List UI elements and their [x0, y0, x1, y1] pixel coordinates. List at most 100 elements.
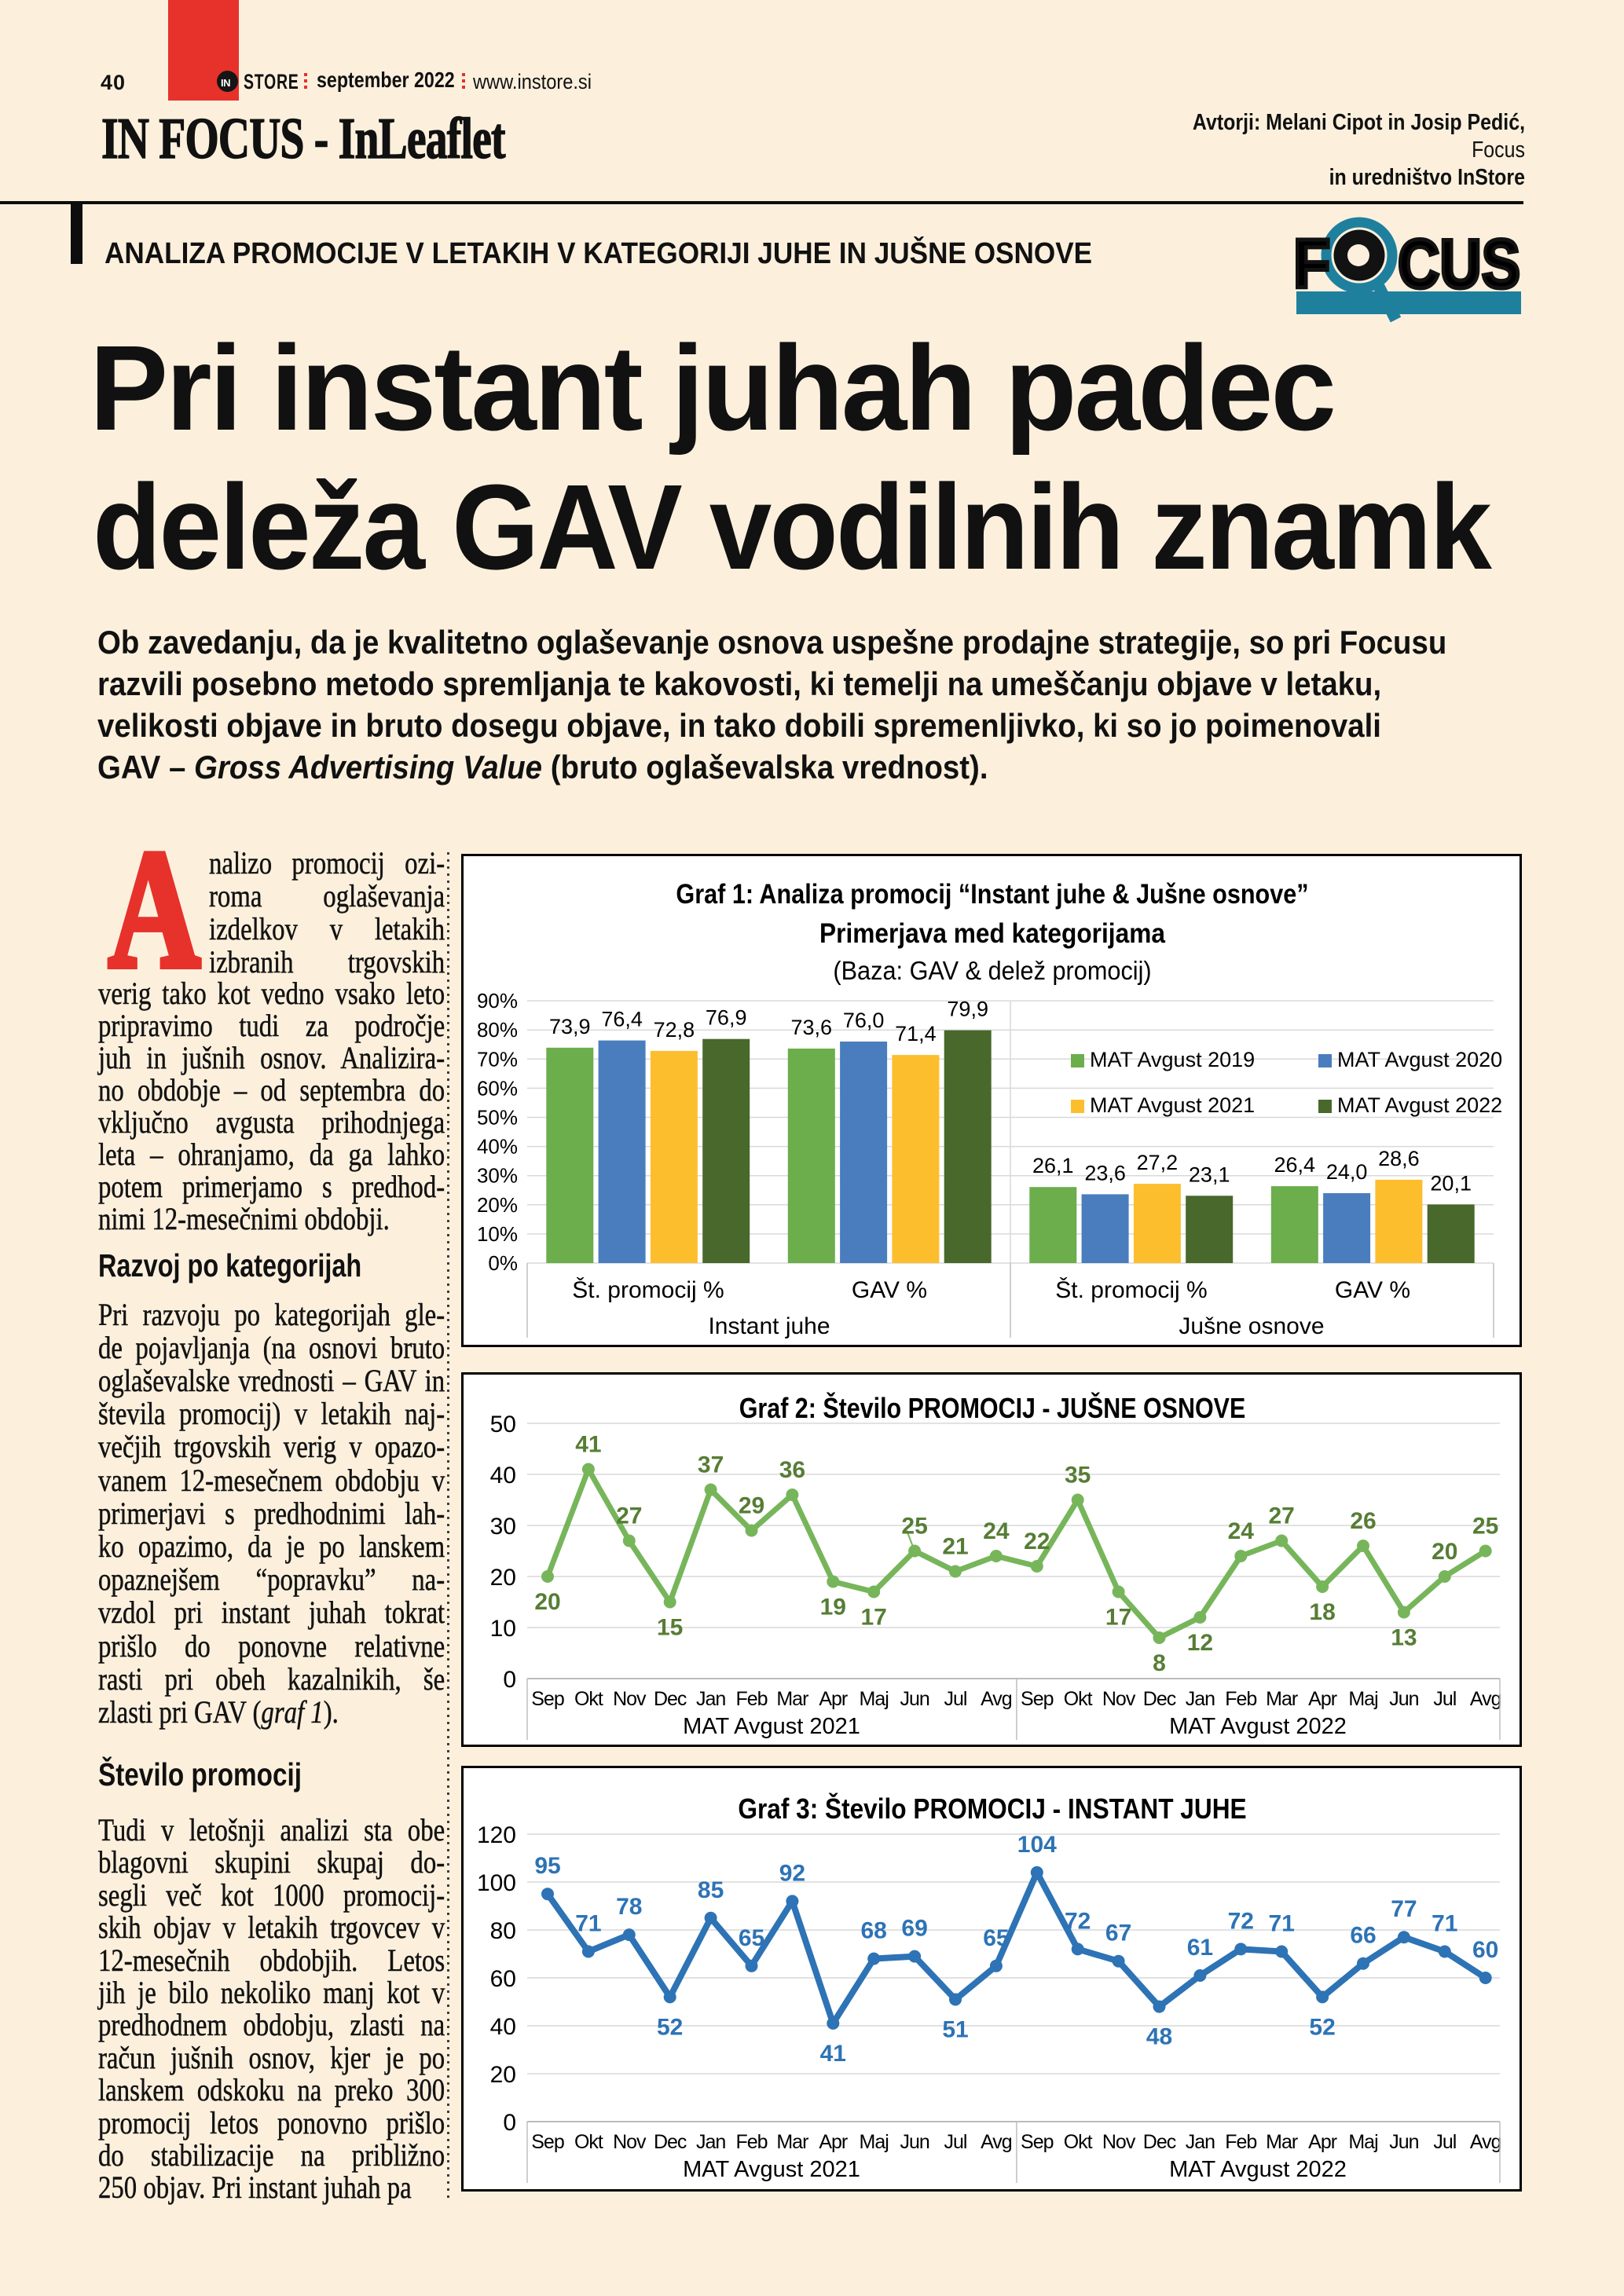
- svg-text:48: 48: [1146, 2024, 1172, 2050]
- svg-text:73,9: 73,9: [549, 1015, 591, 1038]
- svg-text:Jun: Jun: [1389, 1688, 1418, 1710]
- svg-text:70%: 70%: [477, 1047, 518, 1071]
- svg-text:40: 40: [490, 2014, 516, 2040]
- svg-text:Mar: Mar: [1266, 2131, 1298, 2153]
- svg-text:25: 25: [1472, 1514, 1498, 1540]
- svg-text:30: 30: [490, 1514, 516, 1540]
- svg-text:Jan: Jan: [1186, 1688, 1215, 1710]
- svg-text:27: 27: [616, 1503, 642, 1529]
- svg-text:Apr: Apr: [1308, 1688, 1337, 1710]
- svg-text:Avg: Avg: [981, 1688, 1012, 1710]
- svg-text:28,6: 28,6: [1378, 1147, 1420, 1170]
- svg-text:Jul: Jul: [1433, 1688, 1456, 1710]
- svg-text:MAT Avgust 2021: MAT Avgust 2021: [683, 2157, 860, 2182]
- svg-text:Jun: Jun: [900, 2131, 929, 2153]
- svg-text:10%: 10%: [477, 1222, 518, 1246]
- svg-text:GAV %: GAV %: [852, 1277, 927, 1303]
- svg-text:36: 36: [779, 1457, 805, 1483]
- svg-text:23,6: 23,6: [1084, 1161, 1126, 1185]
- svg-text:20: 20: [534, 1589, 560, 1615]
- svg-text:Maj: Maj: [860, 2131, 889, 2153]
- svg-text:13: 13: [1391, 1625, 1417, 1651]
- svg-text:50%: 50%: [477, 1106, 518, 1130]
- svg-text:65: 65: [739, 1925, 764, 1951]
- svg-text:Št. promocij %: Št. promocij %: [572, 1276, 724, 1303]
- svg-text:100: 100: [477, 1870, 516, 1896]
- svg-text:69: 69: [901, 1916, 927, 1942]
- svg-text:Okt: Okt: [574, 1688, 603, 1710]
- svg-text:50: 50: [490, 1412, 516, 1437]
- svg-text:Apr: Apr: [819, 1688, 848, 1710]
- svg-text:40%: 40%: [477, 1135, 518, 1159]
- svg-text:76,9: 76,9: [706, 1006, 747, 1030]
- svg-text:Jan: Jan: [696, 2131, 725, 2153]
- svg-text:0: 0: [503, 1667, 516, 1693]
- svg-text:60: 60: [490, 1966, 516, 1992]
- svg-text:17: 17: [861, 1605, 887, 1631]
- svg-text:MAT Avgust 2021: MAT Avgust 2021: [683, 1714, 860, 1739]
- svg-text:71: 71: [1269, 1911, 1295, 1937]
- svg-text:Feb: Feb: [735, 2131, 767, 2153]
- svg-text:Primerjava med kategorijama: Primerjava med kategorijama: [819, 919, 1165, 950]
- svg-text:Instant juhe: Instant juhe: [708, 1313, 830, 1339]
- svg-text:Maj: Maj: [1348, 1688, 1377, 1710]
- svg-text:104: 104: [1017, 1832, 1057, 1858]
- svg-text:27,2: 27,2: [1137, 1151, 1179, 1174]
- svg-text:Jušne osnove: Jušne osnove: [1179, 1313, 1324, 1339]
- svg-text:Jun: Jun: [900, 1688, 929, 1710]
- svg-text:26: 26: [1350, 1508, 1376, 1534]
- svg-text:Feb: Feb: [735, 1688, 767, 1710]
- svg-text:Nov: Nov: [1102, 1688, 1136, 1710]
- svg-text:24: 24: [983, 1518, 1010, 1544]
- svg-text:40: 40: [490, 1463, 516, 1489]
- svg-text:Dec: Dec: [1143, 1688, 1176, 1710]
- svg-text:76,0: 76,0: [843, 1009, 885, 1032]
- svg-text:Jul: Jul: [944, 1688, 967, 1710]
- svg-text:20: 20: [1432, 1539, 1457, 1565]
- svg-text:Jun: Jun: [1389, 2131, 1418, 2153]
- svg-text:41: 41: [820, 2041, 846, 2067]
- svg-text:Št. promocij %: Št. promocij %: [1055, 1276, 1207, 1303]
- svg-text:Sep: Sep: [1021, 2131, 1054, 2153]
- svg-text:Mar: Mar: [1266, 1688, 1298, 1710]
- svg-text:72,8: 72,8: [654, 1018, 695, 1042]
- svg-text:72: 72: [1228, 1908, 1254, 1934]
- svg-text:79,9: 79,9: [947, 998, 988, 1021]
- svg-text:Mar: Mar: [776, 2131, 808, 2153]
- svg-text:Graf 1: Analiza promocij “Inst: Graf 1: Analiza promocij “Instant juhe &…: [676, 878, 1308, 909]
- svg-text:51: 51: [942, 2017, 968, 2043]
- svg-text:F: F: [1296, 225, 1330, 302]
- svg-text:Sep: Sep: [531, 2131, 564, 2153]
- svg-text:Dec: Dec: [654, 1688, 687, 1710]
- svg-text:20,1: 20,1: [1430, 1171, 1472, 1195]
- svg-text:25: 25: [901, 1514, 927, 1540]
- svg-text:Okt: Okt: [1064, 1688, 1093, 1710]
- svg-text:21: 21: [942, 1534, 968, 1560]
- svg-text:MAT Avgust 2022: MAT Avgust 2022: [1169, 2157, 1347, 2182]
- svg-text:Nov: Nov: [613, 1688, 647, 1710]
- svg-text:Avg: Avg: [1470, 2131, 1501, 2153]
- svg-text:71: 71: [1432, 1911, 1457, 1937]
- svg-text:19: 19: [820, 1595, 846, 1620]
- svg-text:35: 35: [1065, 1463, 1091, 1489]
- svg-text:Jan: Jan: [1186, 2131, 1215, 2153]
- svg-text:8: 8: [1153, 1650, 1166, 1676]
- svg-text:Feb: Feb: [1225, 2131, 1256, 2153]
- svg-text:60%: 60%: [477, 1076, 518, 1100]
- svg-text:26,4: 26,4: [1274, 1153, 1316, 1177]
- svg-text:60: 60: [1472, 1937, 1498, 1963]
- svg-text:24: 24: [1228, 1518, 1255, 1544]
- svg-text:Dec: Dec: [1143, 2131, 1176, 2153]
- svg-text:12: 12: [1187, 1630, 1213, 1656]
- svg-text:0: 0: [503, 2110, 516, 2136]
- svg-text:MAT Avgust 2020: MAT Avgust 2020: [1337, 1048, 1502, 1071]
- svg-text:92: 92: [779, 1860, 805, 1886]
- svg-text:Sep: Sep: [531, 1688, 564, 1710]
- svg-text:18: 18: [1309, 1599, 1335, 1625]
- svg-text:Apr: Apr: [1308, 2131, 1337, 2153]
- svg-text:73,6: 73,6: [791, 1016, 833, 1039]
- svg-text:68: 68: [861, 1918, 887, 1944]
- svg-text:Jul: Jul: [1433, 2131, 1456, 2153]
- svg-text:Feb: Feb: [1225, 1688, 1256, 1710]
- svg-text:Graf 3: Število PROMOCIJ - INS: Graf 3: Število PROMOCIJ - INSTANT JUHE: [738, 1792, 1246, 1825]
